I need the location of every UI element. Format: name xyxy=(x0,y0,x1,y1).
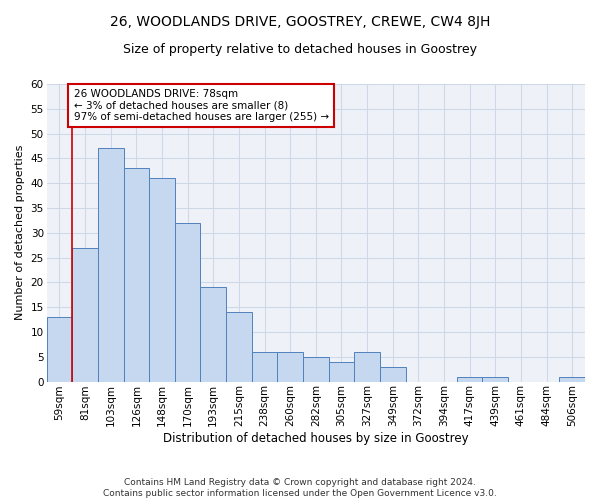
Bar xyxy=(329,362,354,382)
Bar xyxy=(380,366,406,382)
Bar xyxy=(226,312,251,382)
Bar xyxy=(303,356,329,382)
X-axis label: Distribution of detached houses by size in Goostrey: Distribution of detached houses by size … xyxy=(163,432,469,445)
Bar xyxy=(251,352,277,382)
Bar xyxy=(98,148,124,382)
Bar xyxy=(457,376,482,382)
Bar xyxy=(47,317,72,382)
Bar xyxy=(559,376,585,382)
Bar xyxy=(149,178,175,382)
Y-axis label: Number of detached properties: Number of detached properties xyxy=(15,145,25,320)
Bar xyxy=(72,248,98,382)
Text: Size of property relative to detached houses in Goostrey: Size of property relative to detached ho… xyxy=(123,44,477,57)
Bar xyxy=(482,376,508,382)
Bar xyxy=(124,168,149,382)
Bar xyxy=(354,352,380,382)
Text: Contains HM Land Registry data © Crown copyright and database right 2024.
Contai: Contains HM Land Registry data © Crown c… xyxy=(103,478,497,498)
Text: 26, WOODLANDS DRIVE, GOOSTREY, CREWE, CW4 8JH: 26, WOODLANDS DRIVE, GOOSTREY, CREWE, CW… xyxy=(110,15,490,29)
Bar xyxy=(277,352,303,382)
Bar xyxy=(175,223,200,382)
Bar xyxy=(200,288,226,382)
Text: 26 WOODLANDS DRIVE: 78sqm
← 3% of detached houses are smaller (8)
97% of semi-de: 26 WOODLANDS DRIVE: 78sqm ← 3% of detach… xyxy=(74,89,329,122)
